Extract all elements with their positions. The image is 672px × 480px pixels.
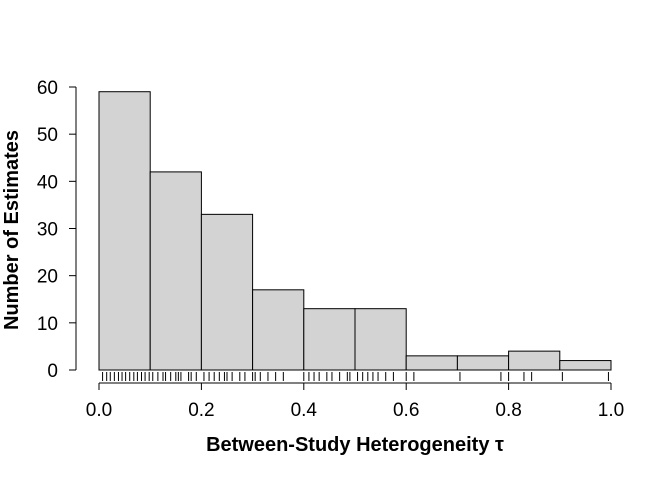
bar-9 (559, 360, 612, 371)
x-tick-label-5: 1.0 (598, 400, 624, 421)
y-tick-label-1: 10 (37, 314, 58, 335)
y-axis-title: Number of Estimates (1, 130, 23, 330)
y-tick-label-4: 40 (37, 172, 58, 193)
x-axis: 0.0 0.2 0.4 0.6 0.8 1.0 (86, 382, 624, 421)
y-axis: 0 10 20 30 40 50 60 (37, 78, 77, 382)
x-axis-title: Between-Study Heterogeneity τ (206, 434, 504, 456)
bar-4 (303, 308, 356, 371)
rug-marks (102, 372, 609, 381)
y-tick-label-0: 0 (47, 361, 58, 382)
bar-7 (456, 355, 510, 371)
y-tick-label-5: 50 (37, 125, 58, 146)
x-tick-label-0: 0.0 (86, 400, 112, 421)
bar-2 (200, 213, 254, 371)
bar-0 (98, 91, 151, 371)
y-tick-label-6: 60 (37, 78, 58, 99)
x-tick-label-3: 0.6 (393, 400, 419, 421)
x-tick-label-2: 0.4 (291, 400, 318, 421)
bar-6 (405, 355, 458, 371)
y-tick-label-3: 30 (37, 220, 58, 241)
y-tick-label-2: 20 (37, 267, 58, 288)
x-tick-label-4: 0.8 (495, 400, 521, 421)
bar-8 (508, 350, 561, 371)
bar-3 (252, 289, 305, 371)
x-tick-label-1: 0.2 (188, 400, 214, 421)
bar-1 (149, 171, 202, 371)
bar-5 (354, 308, 407, 371)
histogram-bars (98, 91, 612, 371)
